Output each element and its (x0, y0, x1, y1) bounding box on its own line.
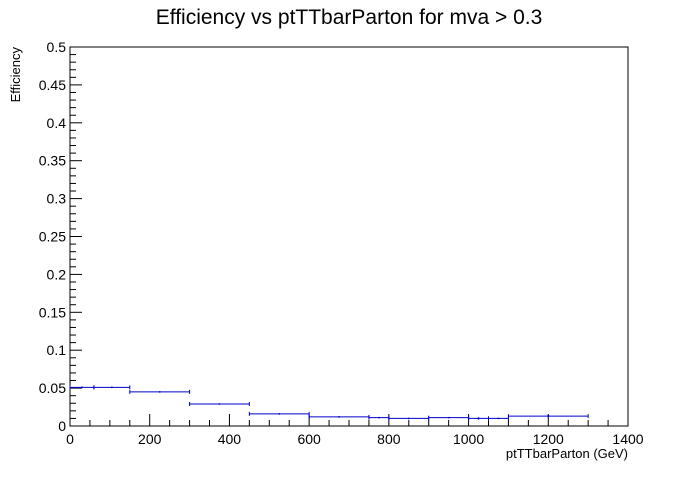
x-tick-label: 200 (138, 431, 162, 447)
data-point (93, 385, 131, 390)
y-tick-label: 0.15 (39, 304, 66, 320)
y-tick-label: 0.5 (47, 39, 67, 55)
data-point (189, 402, 250, 407)
y-tick-label: 0.45 (39, 77, 66, 93)
y-axis: 0 0.05 0.1 0.15 0.2 0.25 0.3 0.35 0.4 0.45 0.5 (39, 39, 82, 434)
y-tick-label: 0.3 (47, 191, 67, 207)
x-tick-label: 400 (218, 431, 242, 447)
y-tick-label: 0.2 (47, 266, 67, 282)
y-tick-label: 0.35 (39, 153, 66, 169)
x-axis: 0 200 400 600 800 1000 1200 1400 (66, 414, 644, 447)
x-axis-label: ptTTbarParton (GeV) (506, 446, 628, 461)
data-series (69, 385, 589, 421)
y-axis-label: Efficiency (8, 47, 23, 103)
data-point (129, 389, 191, 394)
y-tick-label: 0.05 (39, 380, 66, 396)
data-point (507, 414, 589, 419)
y-tick-label: 0.4 (47, 115, 67, 131)
x-tick-label: 600 (297, 431, 321, 447)
y-tick-label: 0 (58, 418, 66, 434)
x-tick-label: 800 (377, 431, 401, 447)
y-tick-label: 0.1 (47, 342, 67, 358)
x-tick-label: 1000 (453, 431, 484, 447)
x-tick-label: 0 (66, 431, 74, 447)
x-tick-label: 1200 (533, 431, 564, 447)
chart-title: Efficiency vs ptTTbarParton for mva > 0.… (156, 6, 543, 29)
y-tick-label: 0.25 (39, 229, 66, 245)
x-tick-label: 1400 (612, 431, 643, 447)
